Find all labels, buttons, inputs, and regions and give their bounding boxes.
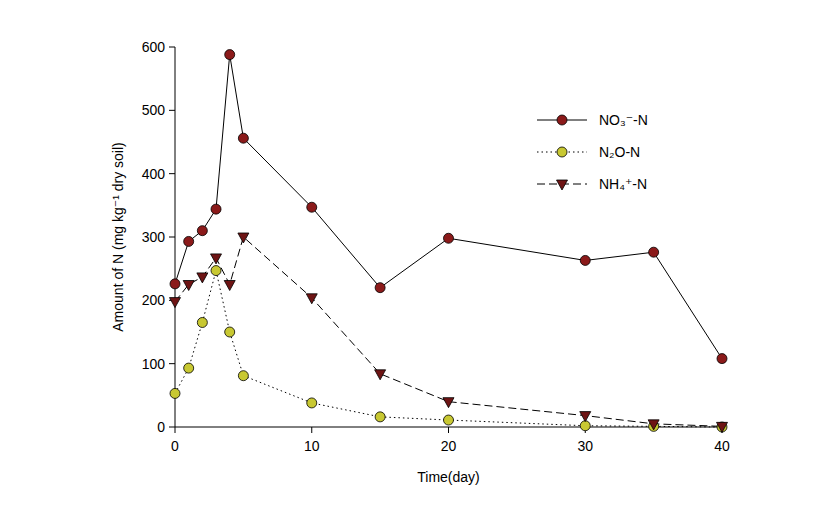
data-point [307, 398, 317, 408]
data-point [580, 255, 590, 265]
y-axis-label: Amount of N (mg kg⁻¹ dry soil) [110, 142, 126, 331]
legend-label: N₂O-N [599, 144, 640, 160]
data-point [170, 279, 180, 289]
y-tick [169, 363, 175, 364]
legend: NO₃⁻-N N₂O-N NH₄⁺-N [537, 112, 648, 192]
y-tick-label: 400 [142, 166, 166, 182]
data-point [211, 254, 222, 264]
data-point [375, 370, 386, 380]
data-point [649, 247, 659, 257]
data-point [211, 266, 221, 276]
data-point [444, 233, 454, 243]
data-point [184, 363, 194, 373]
x-tick [311, 427, 312, 433]
data-point [197, 226, 207, 236]
data-point [443, 398, 454, 408]
data-point [238, 371, 248, 381]
data-point [375, 283, 385, 293]
x-tick [448, 427, 449, 433]
series-line [175, 55, 722, 359]
chart: 0 100 200 300 400 500 600 0 10 20 30 40 Time(day) Amo… [0, 0, 815, 513]
data-point [225, 50, 235, 60]
data-point [224, 281, 235, 291]
x-tick [175, 427, 176, 433]
data-point [170, 298, 181, 308]
y-tick-label: 100 [142, 356, 166, 372]
data-point [197, 318, 207, 328]
y-tick [169, 173, 175, 174]
y-tick [169, 110, 175, 111]
y-tick [169, 427, 175, 428]
data-point [648, 420, 659, 430]
data-point [717, 422, 728, 432]
y-tick-label: 500 [142, 102, 166, 118]
y-tick-label: 300 [142, 229, 166, 245]
data-point [306, 294, 317, 304]
data-point [184, 236, 194, 246]
x-axis-label: Time(day) [417, 469, 480, 485]
x-tick-label: 40 [714, 438, 730, 454]
x-tick-label: 10 [304, 438, 320, 454]
x-tick-label: 20 [441, 438, 457, 454]
legend-marker [557, 147, 567, 157]
legend-label: NO₃⁻-N [599, 112, 648, 128]
y-tick-label: 600 [142, 39, 166, 55]
data-point [307, 202, 317, 212]
y-tick [169, 237, 175, 238]
data-point [197, 273, 208, 283]
data-point [717, 422, 727, 432]
legend-marker [557, 115, 567, 125]
legend-label: NH₄⁺-N [599, 176, 647, 192]
data-point [717, 354, 727, 364]
x-tick-label: 0 [171, 438, 179, 454]
x-tick-label: 30 [577, 438, 593, 454]
data-point [170, 388, 180, 398]
y-tick-label: 200 [142, 292, 166, 308]
series-line [175, 237, 722, 426]
y-tick-label: 0 [157, 419, 165, 435]
series-line [175, 271, 722, 427]
data-point [238, 233, 249, 243]
data-point [225, 327, 235, 337]
plot-area [170, 50, 728, 433]
data-point [183, 281, 194, 291]
legend-marker [557, 180, 568, 190]
data-point [238, 133, 248, 143]
data-point [375, 412, 385, 422]
data-point [580, 412, 591, 422]
data-point [444, 415, 454, 425]
data-point [211, 204, 221, 214]
y-tick [169, 47, 175, 48]
